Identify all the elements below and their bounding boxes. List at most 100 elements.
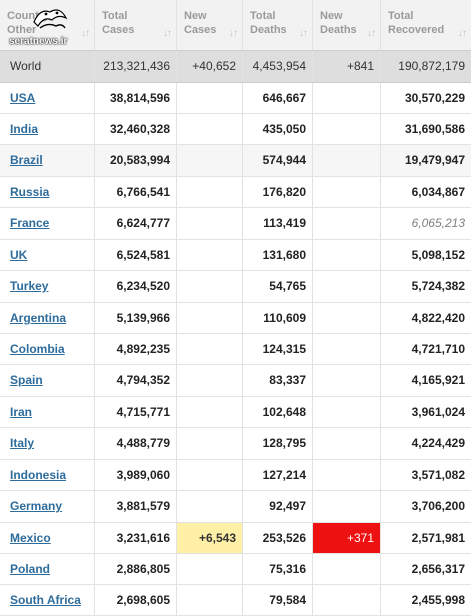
total-deaths-cell: 128,795	[243, 428, 313, 459]
column-header-total-deaths-line1: Total	[250, 10, 276, 22]
total-cases-cell: 2,698,605	[95, 585, 177, 615]
table-row-world: World 213,321,436 +40,652 4,453,954 +841…	[0, 51, 471, 83]
country-link[interactable]: USA	[10, 91, 36, 105]
total-cases-cell: 3,881,579	[95, 491, 177, 522]
country-link[interactable]: Mexico	[10, 531, 51, 545]
new-cases-cell	[177, 271, 243, 302]
new-deaths-cell	[313, 491, 381, 522]
total-deaths-cell: 75,316	[243, 554, 313, 584]
country-link[interactable]: France	[10, 216, 50, 230]
country-name-cell: Indonesia	[0, 460, 95, 490]
sort-arrows-icon[interactable]: ↓↑	[367, 28, 376, 39]
total-recovered-cell: 5,098,152	[411, 248, 465, 262]
total-recovered-cell: 4,721,710	[411, 342, 465, 356]
country-link[interactable]: Indonesia	[10, 468, 67, 482]
column-header-new-deaths-line1: New	[320, 10, 343, 22]
new-deaths-cell	[313, 83, 381, 113]
country-link[interactable]: Brazil	[10, 153, 43, 167]
country-name-cell: Turkey	[0, 271, 95, 302]
column-header-new-cases[interactable]: New Cases ↓↑	[177, 0, 243, 50]
total-deaths-cell: 124,315	[243, 334, 313, 364]
total-deaths-cell: 110,609	[243, 303, 313, 333]
total-recovered-cell: 2,455,998	[411, 593, 465, 607]
country-name-cell: Russia	[0, 177, 95, 207]
total-recovered-cell: 4,224,429	[411, 436, 465, 450]
table-row: USA 38,814,596 646,667 30,570,229	[0, 83, 471, 114]
country-link[interactable]: South Africa	[10, 593, 81, 607]
table-row: Turkey 6,234,520 54,765 5,724,382	[0, 271, 471, 303]
country-name-cell: Brazil	[0, 145, 95, 176]
total-deaths-cell: 54,765	[243, 271, 313, 302]
total-cases-cell: 6,624,777	[95, 208, 177, 239]
country-name-cell: Italy	[0, 428, 95, 459]
country-link[interactable]: Russia	[10, 185, 50, 199]
total-deaths-cell: 102,648	[243, 397, 313, 427]
country-link[interactable]: Spain	[10, 373, 43, 387]
new-cases-cell: +6,543	[177, 523, 243, 553]
country-link[interactable]: Poland	[10, 562, 51, 576]
total-recovered-cell: 31,690,586	[404, 122, 465, 136]
total-recovered-cell: 19,479,947	[404, 153, 465, 167]
country-link[interactable]: UK	[10, 248, 28, 262]
total-recovered-cell: 2,571,981	[411, 531, 465, 545]
total-deaths-cell: 646,667	[243, 83, 313, 113]
new-cases-cell	[177, 554, 243, 584]
new-cases-cell: +40,652	[177, 51, 243, 82]
column-header-new-deaths[interactable]: New Deaths ↓↑	[313, 0, 381, 50]
column-header-country[interactable]: Country, Other ↓↑	[0, 0, 95, 50]
country-link[interactable]: Iran	[10, 405, 33, 419]
column-header-country-line1: Country,	[7, 10, 52, 22]
country-name-cell: Argentina	[0, 303, 95, 333]
country-link[interactable]: Italy	[10, 436, 35, 450]
country-link[interactable]: Turkey	[10, 279, 49, 293]
sort-arrows-icon[interactable]: ↓↑	[458, 28, 467, 39]
table-row: Spain 4,794,352 83,337 4,165,921	[0, 365, 471, 397]
new-cases-cell	[177, 397, 243, 427]
sort-arrows-icon[interactable]: ↓↑	[229, 28, 238, 39]
total-recovered-cell: 5,724,382	[411, 279, 465, 293]
total-deaths-cell: 131,680	[243, 240, 313, 270]
new-deaths-cell	[313, 303, 381, 333]
country-link[interactable]: Argentina	[10, 311, 67, 325]
column-header-country-line2: Other	[7, 24, 37, 36]
table-row: Poland 2,886,805 75,316 2,656,317	[0, 554, 471, 585]
country-name: World	[0, 51, 95, 82]
country-name-cell: UK	[0, 240, 95, 270]
new-cases-cell	[177, 208, 243, 239]
table-row: Russia 6,766,541 176,820 6,034,867	[0, 177, 471, 208]
new-deaths-cell	[313, 334, 381, 364]
total-cases-cell: 4,794,352	[95, 365, 177, 396]
total-deaths-cell: 92,497	[243, 491, 313, 522]
new-cases-cell	[177, 83, 243, 113]
new-deaths-cell	[313, 585, 381, 615]
sort-arrows-icon[interactable]: ↓↑	[299, 28, 308, 39]
column-header-total-deaths[interactable]: Total Deaths ↓↑	[243, 0, 313, 50]
country-link[interactable]: India	[10, 122, 39, 136]
table-row: Italy 4,488,779 128,795 4,224,429	[0, 428, 471, 460]
total-deaths-cell: 253,526	[243, 523, 313, 553]
total-deaths-cell: 574,944	[243, 145, 313, 176]
new-deaths-cell	[313, 554, 381, 584]
country-name-cell: South Africa	[0, 585, 95, 615]
total-cases-cell: 5,139,966	[95, 303, 177, 333]
column-header-total-recovered-line1: Total	[388, 10, 414, 22]
world-label: World	[10, 59, 42, 73]
total-cases-cell: 6,524,581	[95, 240, 177, 270]
sort-arrows-icon[interactable]: ↓↑	[81, 28, 90, 39]
column-header-total-deaths-line2: Deaths	[250, 24, 287, 36]
sort-arrows-icon[interactable]: ↓↑	[163, 28, 172, 39]
column-header-total-recovered-line2: Recovered	[388, 24, 445, 36]
total-deaths-cell: 176,820	[243, 177, 313, 207]
new-deaths-cell	[313, 114, 381, 144]
country-link[interactable]: Germany	[10, 499, 63, 513]
total-deaths-cell: 4,453,954	[243, 51, 313, 82]
new-cases-cell	[177, 177, 243, 207]
table-row: Mexico 3,231,616 +6,543 253,526 +371 2,571,98…	[0, 523, 471, 554]
country-name-cell: Iran	[0, 397, 95, 427]
column-header-total-recovered[interactable]: Total Recovered ↓↑	[381, 0, 471, 50]
country-link[interactable]: Colombia	[10, 342, 65, 356]
new-deaths-cell	[313, 365, 381, 396]
table-row: Indonesia 3,989,060 127,214 3,571,082	[0, 460, 471, 491]
column-header-total-cases[interactable]: Total Cases ↓↑	[95, 0, 177, 50]
table-row: Brazil 20,583,994 574,944 19,479,947	[0, 145, 471, 177]
